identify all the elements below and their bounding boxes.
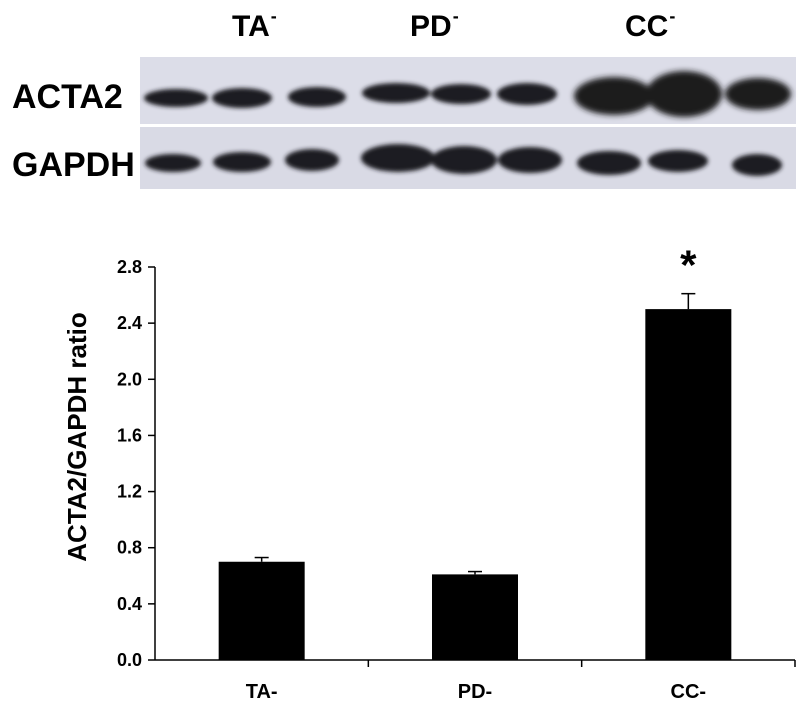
bands-gapdh	[145, 144, 782, 176]
band-gapdh-pd-3	[498, 147, 562, 173]
band-acta2-ta-1	[144, 89, 208, 107]
y-tick-label: 2.4	[117, 313, 142, 333]
band-acta2-ta-3	[288, 87, 346, 107]
band-acta2-cc-3	[725, 78, 791, 110]
band-gapdh-cc-1	[577, 151, 641, 175]
x-tick-label: PD-	[458, 681, 492, 701]
bar-pd	[432, 574, 518, 660]
significance-asterisk: *	[680, 242, 697, 289]
band-gapdh-ta-3	[285, 149, 339, 171]
blot-lane-label-cc: CC-	[625, 6, 676, 43]
y-tick-label: 2.0	[117, 369, 142, 389]
x-tick-label: TA-	[246, 681, 278, 701]
y-tick-label: 2.8	[117, 257, 142, 277]
band-acta2-cc-2	[646, 71, 722, 117]
y-axis-title: ACTA2/GAPDH ratio	[62, 312, 92, 561]
band-acta2-cc-1	[574, 77, 654, 115]
band-gapdh-pd-2	[431, 146, 497, 174]
y-tick-label: 0.0	[117, 650, 142, 670]
bars: *	[218, 242, 732, 660]
y-axis: 0.0 0.4 0.8 1.2 1.6 2.0 2.4 2.8	[117, 257, 156, 670]
y-tick-label: 1.6	[117, 425, 142, 445]
band-acta2-pd-1	[362, 83, 430, 103]
band-acta2-pd-2	[431, 84, 491, 104]
y-tick-label: 1.2	[117, 482, 142, 502]
band-acta2-ta-2	[212, 88, 272, 108]
band-acta2-pd-3	[497, 83, 557, 105]
bands-acta2	[144, 83, 557, 108]
band-gapdh-ta-2	[213, 152, 271, 172]
band-gapdh-cc-2	[648, 150, 708, 172]
band-gapdh-pd-1	[361, 144, 435, 172]
y-tick-label: 0.8	[117, 538, 142, 558]
bar-ta	[218, 561, 305, 660]
x-tick-label: CC-	[671, 681, 707, 701]
blot-row-label-gapdh: GAPDH	[12, 146, 135, 184]
blot-image	[140, 57, 796, 189]
bands-acta2-cc	[574, 71, 791, 117]
blot-lane-label-pd: PD-	[410, 6, 459, 43]
bar-cc	[645, 309, 732, 660]
blot-row-label-acta2: ACTA2	[12, 78, 123, 116]
band-gapdh-cc-3	[732, 154, 782, 176]
blot-lane-label-ta: TA-	[232, 6, 277, 43]
x-axis: TA- PD- CC-	[155, 659, 796, 701]
y-tick-label: 0.4	[117, 594, 142, 614]
band-gapdh-ta-1	[145, 154, 201, 172]
